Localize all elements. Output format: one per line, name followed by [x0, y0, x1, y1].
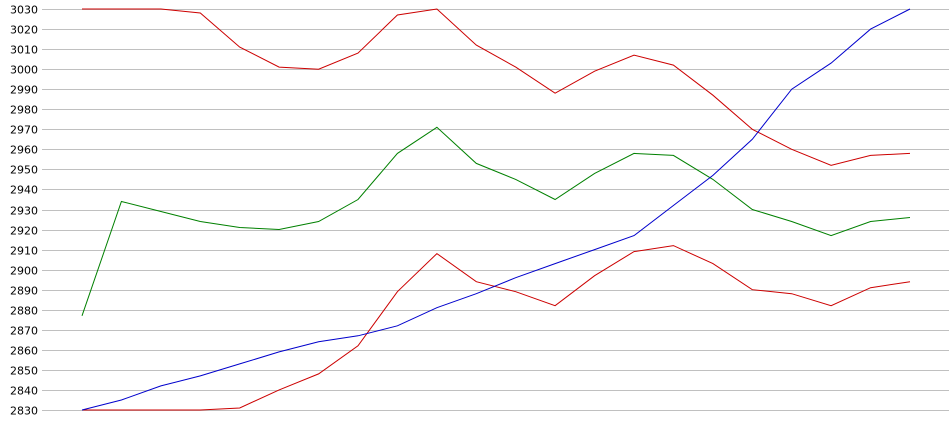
y-tick-label: 2990	[10, 84, 38, 97]
y-axis-tick-labels: 3030 3020 3010 3000 2990 2980 2970 2960 2950 2940…	[10, 4, 38, 418]
y-tick-label: 3010	[10, 44, 38, 57]
y-tick-label: 3030	[10, 4, 38, 17]
series-line-1	[82, 8, 911, 166]
y-tick-label: 2890	[10, 285, 38, 298]
series-line-3	[82, 245, 911, 411]
y-tick-label: 2970	[10, 124, 38, 137]
series-line-2	[81, 126, 911, 316]
y-tick-label: 3020	[10, 24, 38, 37]
y-tick-label: 2860	[10, 345, 38, 358]
y-tick-label: 2920	[10, 225, 38, 238]
gridlines	[42, 9, 949, 411]
y-tick-label: 2980	[10, 104, 38, 117]
y-tick-label: 2870	[10, 325, 38, 338]
y-tick-label: 2850	[10, 365, 38, 378]
y-tick-label: 2830	[10, 405, 38, 418]
series-lines	[81, 8, 911, 411]
y-tick-label: 2900	[10, 265, 38, 278]
y-tick-label: 2910	[10, 245, 38, 258]
y-tick-label: 3000	[10, 64, 38, 77]
y-tick-label: 2880	[10, 305, 38, 318]
y-tick-label: 2840	[10, 385, 38, 398]
y-tick-label: 2940	[10, 184, 38, 197]
series-line-4	[81, 8, 911, 411]
y-tick-label: 2960	[10, 144, 38, 157]
y-tick-label: 2950	[10, 164, 38, 177]
y-tick-label: 2930	[10, 205, 38, 218]
